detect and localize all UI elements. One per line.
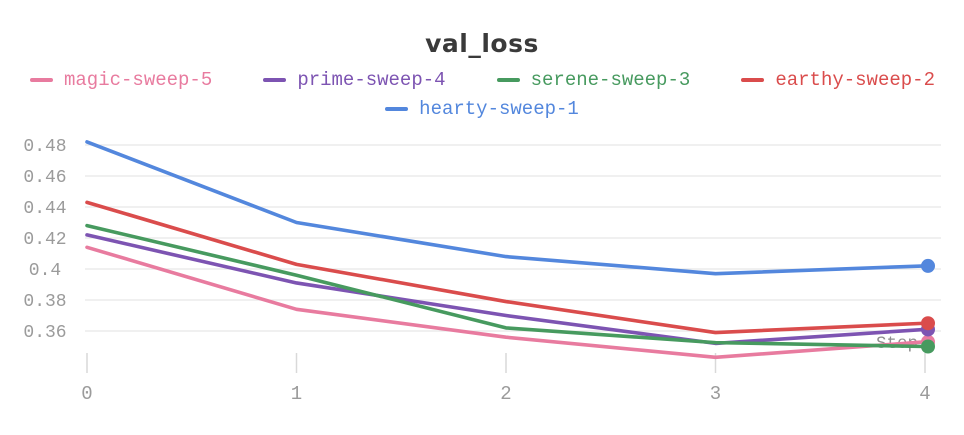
legend-swatch-prime-sweep-4 <box>263 78 287 82</box>
series-endpoint-hearty-sweep-1 <box>921 258 935 273</box>
series-line-hearty-sweep-1 <box>85 140 927 276</box>
legend-swatch-magic-sweep-5 <box>30 78 53 82</box>
legend-item-hearty-sweep-1[interactable]: hearty-sweep-1 <box>385 98 579 120</box>
legend-label: magic-sweep-5 <box>64 69 213 91</box>
legend-label: earthy-sweep-2 <box>775 69 935 91</box>
legend-swatch-hearty-sweep-1 <box>385 107 409 111</box>
legend-swatch-serene-sweep-3 <box>496 78 520 82</box>
y-tick-label-0.4: 0.4 <box>29 261 61 281</box>
x-tick-label-3: 3 <box>710 383 721 405</box>
y-tick-label-0.46: 0.46 <box>23 168 66 188</box>
legend-label: hearty-sweep-1 <box>419 98 579 120</box>
x-tick-label-0: 0 <box>81 383 92 405</box>
series-endpoint-earthy-sweep-2 <box>921 316 935 331</box>
series-line-earthy-sweep-2 <box>85 200 927 335</box>
series-line-serene-sweep-3 <box>85 223 927 349</box>
legend-label: serene-sweep-3 <box>530 69 691 91</box>
legend-swatch-earthy-sweep-2 <box>741 78 765 82</box>
y-tick-label-0.44: 0.44 <box>23 199 66 219</box>
chart-title: val_loss <box>425 29 539 58</box>
series-line-prime-sweep-4 <box>85 233 927 346</box>
x-tick-label-1: 1 <box>291 383 302 405</box>
legend-row-1: magic-sweep-5 prime-sweep-4 serene-sweep-3… <box>0 69 964 91</box>
legend-row-2: hearty-sweep-1 <box>0 98 964 120</box>
chart-legend: magic-sweep-5 prime-sweep-4 serene-sweep-3… <box>0 69 964 120</box>
series-endpoint-serene-sweep-3 <box>921 339 935 354</box>
x-tick-label-2: 2 <box>500 383 511 405</box>
legend-item-serene-sweep-3[interactable]: serene-sweep-3 <box>496 69 691 91</box>
y-tick-label-0.38: 0.38 <box>23 292 66 312</box>
legend-item-prime-sweep-4[interactable]: prime-sweep-4 <box>263 69 446 91</box>
y-tick-label-0.36: 0.36 <box>23 323 66 343</box>
y-tick-label-0.48: 0.48 <box>23 137 66 157</box>
x-tick-label-4: 4 <box>919 383 930 405</box>
legend-item-earthy-sweep-2[interactable]: earthy-sweep-2 <box>741 69 935 91</box>
legend-label: prime-sweep-4 <box>297 69 446 91</box>
y-tick-label-0.42: 0.42 <box>23 230 66 250</box>
legend-item-magic-sweep-5[interactable]: magic-sweep-5 <box>30 69 212 91</box>
series-line-magic-sweep-5 <box>85 245 927 360</box>
